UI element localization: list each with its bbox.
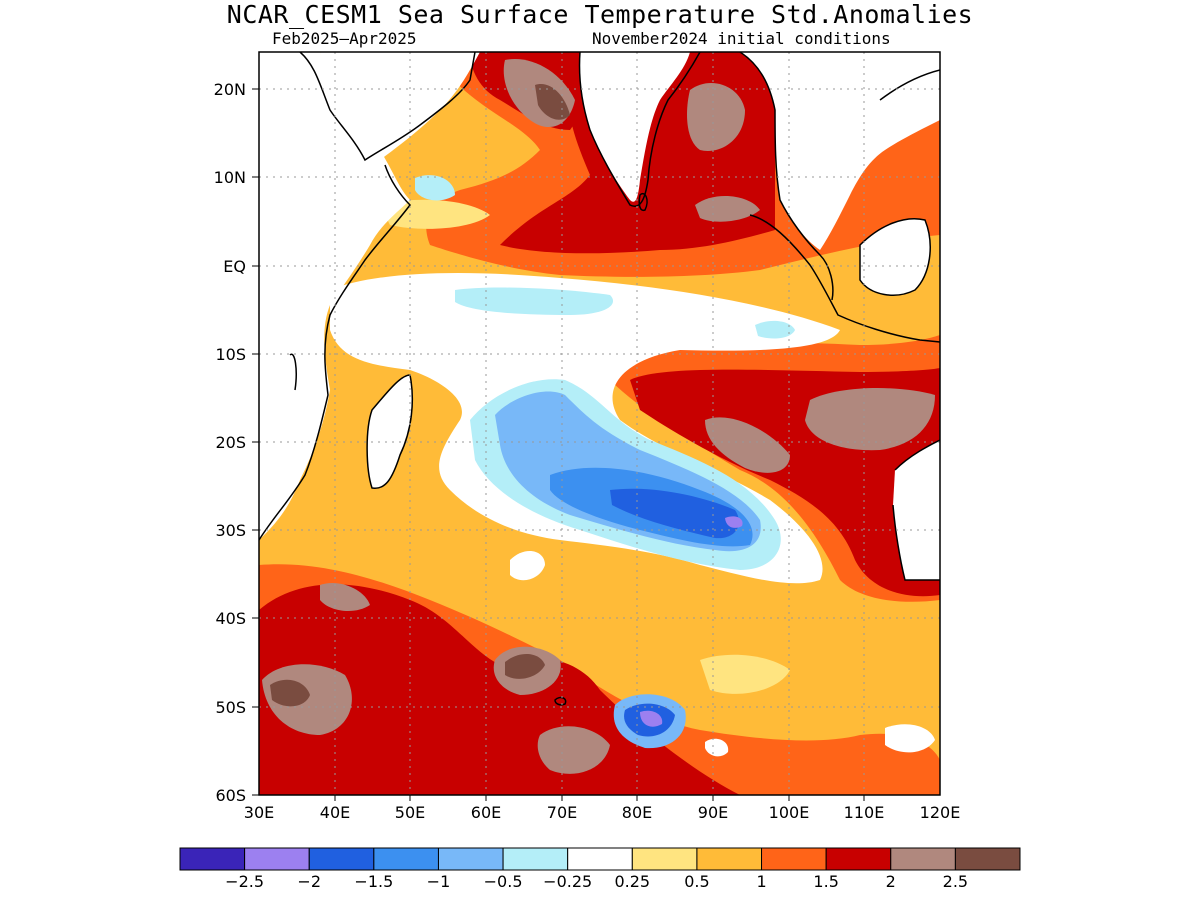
- pale-patch-2: [885, 724, 935, 753]
- gridlines: [259, 52, 940, 795]
- lat-label-20s: 20S: [215, 433, 246, 452]
- lon-label-90e: 90E: [698, 803, 728, 822]
- southern-peak-2-core: [505, 654, 545, 679]
- colorbar-swatch: [373, 847, 439, 871]
- lon-label-100e: 100E: [769, 803, 810, 822]
- colorbar-swatch: [308, 847, 375, 871]
- chart-title: NCAR_CESM1 Sea Surface Temperature Std.A…: [226, 0, 974, 29]
- colorbar-swatch: [954, 847, 1021, 871]
- lat-axis: [252, 88, 259, 796]
- land-africa: [259, 52, 410, 540]
- colorbar-label: 1.5: [813, 872, 838, 891]
- lon-axis: [334, 795, 865, 801]
- colorbar-label: −2.5: [225, 872, 264, 891]
- lon-label-30e: 30E: [244, 803, 274, 822]
- colorbar-label: 2: [886, 872, 896, 891]
- colorbar-swatch: [567, 847, 633, 871]
- colorbar-swatch: [244, 847, 310, 871]
- southern-strong-band: [259, 584, 740, 795]
- south-cold-spot-core: [640, 710, 663, 727]
- lat-label-eq: EQ: [223, 257, 246, 276]
- colorbar-swatch: [179, 847, 246, 871]
- anomaly-map: [259, 52, 940, 795]
- colorbar-label: −1: [427, 872, 451, 891]
- colorbar-swatch: [437, 847, 504, 871]
- bay-peak-2: [695, 195, 760, 222]
- colorbar-swatch: [696, 847, 763, 871]
- colorbar-label: −1.5: [354, 872, 393, 891]
- lon-label-50e: 50E: [395, 803, 425, 822]
- colorbar-swatch: [631, 847, 698, 871]
- land-arabia-india: [320, 52, 480, 160]
- land-borneo: [860, 218, 931, 296]
- colorbar: [179, 847, 1021, 871]
- lat-tick-labels: 20N 10N EQ 10S 20S 30S 40S 50S 60S: [214, 80, 246, 805]
- bay-peak: [687, 82, 745, 151]
- lon-label-70e: 70E: [547, 803, 577, 822]
- forecast-period: Feb2025–Apr2025: [272, 29, 417, 48]
- colorbar-swatch: [890, 847, 956, 871]
- lat-label-50s: 50S: [215, 698, 246, 717]
- lon-label-40e: 40E: [320, 803, 350, 822]
- southern-peak-4: [320, 582, 370, 612]
- initial-conditions-label: November2024 initial conditions: [592, 29, 891, 48]
- colorbar-label: 1: [756, 872, 766, 891]
- colorbar-swatch: [761, 847, 827, 871]
- colorbar-swatch: [825, 847, 892, 871]
- land-se-asia: [740, 52, 940, 250]
- cool-patch-equator: [455, 287, 614, 315]
- lat-label-10s: 10S: [215, 345, 246, 364]
- colorbar-labels: −2.5 −2 −1.5 −1 −0.5 −0.25 0.25 0.5 1 1.5 2 2.5: [225, 872, 968, 891]
- southern-peak-3: [537, 726, 610, 774]
- lon-label-120e: 120E: [920, 803, 961, 822]
- colorbar-label: −0.25: [543, 872, 592, 891]
- colorbar-label: 2.5: [943, 872, 968, 891]
- arabian-sea-peak-core: [535, 84, 570, 120]
- colorbar-label: −2: [297, 872, 321, 891]
- southern-peak-1-core: [270, 679, 310, 707]
- lon-label-80e: 80E: [622, 803, 652, 822]
- lat-label-30s: 30S: [215, 521, 246, 540]
- pale-patch-3: [510, 550, 545, 581]
- colorbar-swatch: [502, 847, 569, 871]
- lon-label-110e: 110E: [844, 803, 885, 822]
- colorbar-label: 0.5: [684, 872, 709, 891]
- lat-label-60s: 60S: [215, 786, 246, 805]
- pale-patch-1: [700, 654, 790, 694]
- lat-label-10n: 10N: [214, 168, 246, 187]
- colorbar-label: 0.25: [614, 872, 650, 891]
- land-australia: [893, 440, 940, 580]
- lat-label-20n: 20N: [214, 80, 246, 99]
- cool-region-4: [610, 488, 739, 539]
- pale-patch-6: [415, 175, 455, 201]
- east-peak-1: [805, 388, 935, 451]
- cool-core: [725, 516, 743, 528]
- lon-tick-labels: 30E 40E 50E 60E 70E 80E 90E 100E 110E 12…: [244, 803, 961, 822]
- pale-patch-4: [705, 738, 729, 757]
- lat-label-40s: 40S: [215, 609, 246, 628]
- east-peak-2: [705, 417, 790, 473]
- colorbar-label: −0.5: [484, 872, 523, 891]
- map-frame: [258, 51, 941, 796]
- cool-patch-east: [755, 320, 795, 339]
- lon-label-60e: 60E: [471, 803, 501, 822]
